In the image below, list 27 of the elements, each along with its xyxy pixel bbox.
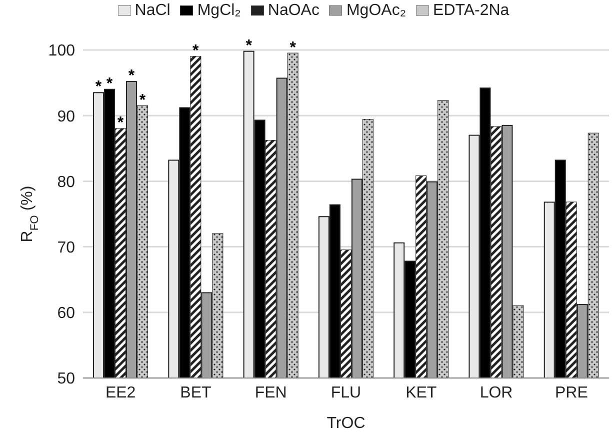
y-tick-label: 90 (57, 108, 76, 126)
data-label: * (117, 114, 124, 132)
legend-label: MgOAc₂ (346, 2, 406, 19)
y-tick-label: 60 (57, 305, 76, 322)
x-tick-label: FEN (254, 384, 287, 402)
data-label: * (95, 78, 102, 96)
x-tick-label: KET (406, 384, 437, 402)
data-label: * (192, 42, 200, 60)
data-label: * (106, 75, 114, 92)
y-tick-label: 70 (57, 239, 76, 256)
data-label: * (128, 67, 136, 84)
y-tick-label: 50 (57, 370, 76, 388)
x-tick-label: BET (180, 384, 212, 402)
x-tick-label: FLU (330, 384, 362, 402)
data-label: * (290, 39, 297, 56)
legend-label: NaOAc (268, 2, 320, 19)
y-tick-label: 100 (48, 42, 76, 60)
legend-label: EDTA-2Na (433, 2, 510, 19)
legend-label: MgCl₂ (197, 2, 241, 19)
legend-label: NaCl (134, 2, 170, 19)
x-axis-title: TrOC (326, 415, 366, 432)
data-label: * (139, 92, 146, 109)
y-tick-label: 80 (57, 174, 76, 191)
x-tick-label: LOR (480, 384, 513, 402)
x-tick-label: EE2 (105, 384, 136, 402)
x-tick-label: PRE (554, 384, 588, 402)
data-label: * (246, 37, 253, 54)
